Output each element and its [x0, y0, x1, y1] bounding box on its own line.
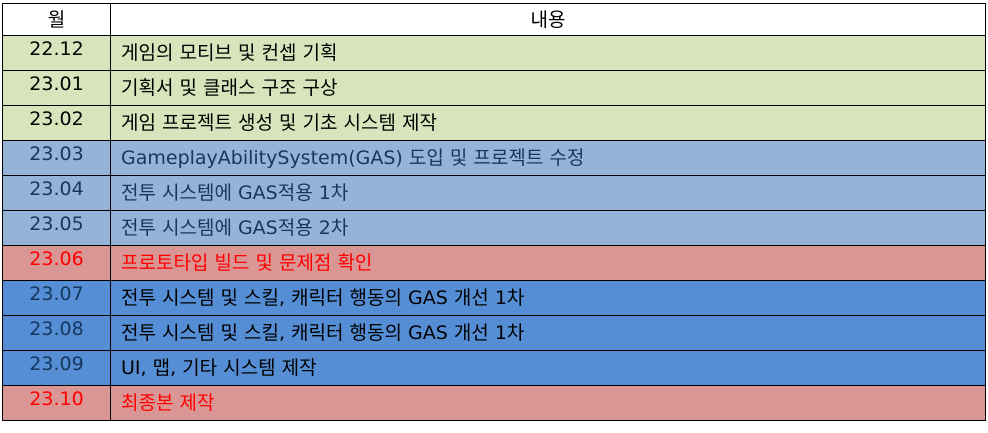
table-row: 23.03 GameplayAbilitySystem(GAS) 도입 및 프로젝…	[2, 140, 986, 176]
content-cell: 기획서 및 클래스 구조 구상	[110, 70, 986, 106]
month-cell: 23.05	[2, 210, 111, 246]
header-row: 월 내용	[2, 3, 986, 36]
table-row: 23.10 최종본 제작	[2, 385, 986, 421]
month-header: 월	[2, 3, 111, 36]
content-cell: UI, 맵, 기타 시스템 제작	[110, 350, 986, 386]
schedule-table: 월 내용 22.12 게임의 모티브 및 컨셉 기획 23.01 기획서 및 클래스 …	[2, 3, 986, 421]
content-cell: 프로토타입 빌드 및 문제점 확인	[110, 245, 986, 281]
content-cell: 게임 프로젝트 생성 및 기초 시스템 제작	[110, 105, 986, 141]
month-cell: 23.08	[2, 315, 111, 351]
month-cell: 23.01	[2, 70, 111, 106]
table-row: 23.06 프로토타입 빌드 및 문제점 확인	[2, 245, 986, 281]
table-row: 23.07 전투 시스템 및 스킬, 캐릭터 행동의 GAS 개선 1차	[2, 280, 986, 316]
month-cell: 23.03	[2, 140, 111, 176]
content-header: 내용	[110, 3, 986, 36]
table-row: 22.12 게임의 모티브 및 컨셉 기획	[2, 35, 986, 71]
month-cell: 23.04	[2, 175, 111, 211]
content-cell: 전투 시스템에 GAS적용 1차	[110, 175, 986, 211]
table-row: 23.08 전투 시스템 및 스킬, 캐릭터 행동의 GAS 개선 1차	[2, 315, 986, 351]
month-cell: 23.02	[2, 105, 111, 141]
table-row: 23.02 게임 프로젝트 생성 및 기초 시스템 제작	[2, 105, 986, 141]
month-cell: 22.12	[2, 35, 111, 71]
month-cell: 23.09	[2, 350, 111, 386]
schedule-body: 22.12 게임의 모티브 및 컨셉 기획 23.01 기획서 및 클래스 구조 구상…	[2, 35, 986, 421]
table-row: 23.05 전투 시스템에 GAS적용 2차	[2, 210, 986, 246]
month-cell: 23.10	[2, 385, 111, 421]
table-row: 23.09 UI, 맵, 기타 시스템 제작	[2, 350, 986, 386]
content-cell: GameplayAbilitySystem(GAS) 도입 및 프로젝트 수정	[110, 140, 986, 176]
content-cell: 전투 시스템에 GAS적용 2차	[110, 210, 986, 246]
content-cell: 최종본 제작	[110, 385, 986, 421]
table-row: 23.04 전투 시스템에 GAS적용 1차	[2, 175, 986, 211]
month-cell: 23.07	[2, 280, 111, 316]
table-row: 23.01 기획서 및 클래스 구조 구상	[2, 70, 986, 106]
content-cell: 전투 시스템 및 스킬, 캐릭터 행동의 GAS 개선 1차	[110, 280, 986, 316]
month-cell: 23.06	[2, 245, 111, 281]
content-cell: 전투 시스템 및 스킬, 캐릭터 행동의 GAS 개선 1차	[110, 315, 986, 351]
content-cell: 게임의 모티브 및 컨셉 기획	[110, 35, 986, 71]
